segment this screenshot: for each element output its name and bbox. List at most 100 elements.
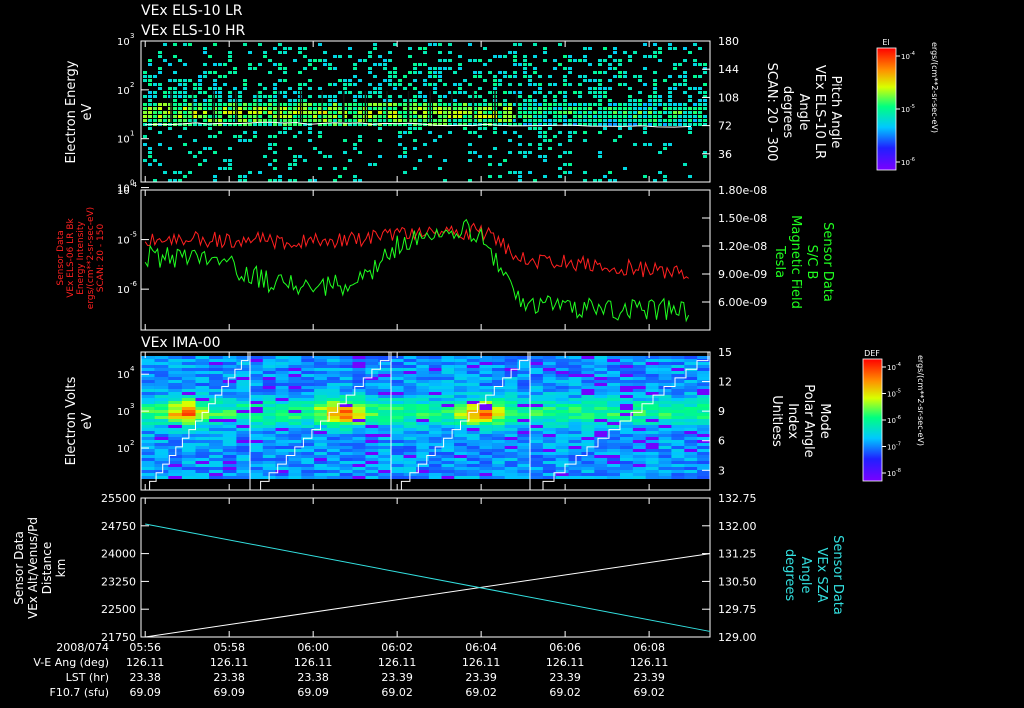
els-cell — [593, 123, 597, 126]
ima-cell — [466, 377, 480, 380]
ima-cell — [378, 473, 392, 476]
els-cell — [693, 87, 697, 90]
els-cell — [653, 87, 657, 90]
els-cell — [593, 103, 597, 106]
els-cell — [338, 115, 342, 118]
els-cell — [498, 123, 502, 126]
ima-cell — [236, 428, 251, 431]
ima-cell — [352, 368, 366, 371]
ima-cell — [594, 425, 608, 428]
ima-cell — [530, 410, 544, 413]
els-cell — [193, 95, 197, 98]
els-cell — [308, 63, 312, 66]
els-cell — [433, 67, 437, 70]
ima-cell — [658, 446, 672, 449]
els-cell — [278, 103, 282, 106]
els-cell — [333, 67, 337, 70]
ima-cell — [555, 383, 569, 386]
els-cell — [668, 123, 672, 126]
ima-cell — [492, 365, 505, 368]
els-cell — [468, 107, 472, 110]
ima-cell — [339, 470, 353, 473]
ima-cell — [568, 386, 582, 389]
els-cell — [428, 75, 432, 78]
els-cell — [688, 111, 692, 114]
ima-cell — [416, 374, 430, 377]
ima-cell — [378, 383, 392, 386]
ima-cell — [378, 395, 392, 398]
els-cell — [408, 55, 412, 58]
els-cell — [228, 123, 232, 126]
ima-cell — [607, 362, 621, 365]
els-cell — [253, 95, 257, 98]
ima-cell — [154, 398, 169, 401]
ima-cell — [620, 470, 634, 473]
ima-cell — [607, 449, 621, 452]
ima-cell — [479, 413, 493, 416]
els-cell — [188, 79, 192, 82]
ima-cell — [684, 407, 698, 410]
els-cell — [293, 159, 297, 162]
els-cell — [153, 103, 157, 106]
els-cell — [413, 79, 417, 82]
ima-cell — [479, 407, 493, 410]
els-cell — [473, 119, 477, 122]
ima-cell — [391, 377, 404, 380]
els-cell — [283, 91, 287, 94]
ima-cell — [262, 470, 276, 473]
els-cell — [343, 79, 347, 82]
els-cell — [518, 95, 522, 98]
ima-cell — [542, 467, 557, 470]
ima-cell — [697, 437, 711, 440]
ima-cell — [275, 371, 289, 374]
els-cell — [228, 95, 232, 98]
x-row-label: F10.7 (sfu) — [50, 686, 109, 699]
ima-cell — [236, 440, 251, 443]
ima-cell — [594, 461, 608, 464]
ima-cell — [301, 407, 315, 410]
els-cell — [203, 99, 207, 102]
els-cell — [378, 155, 382, 158]
ima-cell — [555, 455, 569, 458]
ima-cell — [632, 383, 647, 386]
els-cell — [643, 55, 647, 58]
els-cell — [403, 111, 407, 114]
ima-cell — [326, 362, 340, 365]
y2-tick-label: 6 — [718, 435, 725, 448]
ima-cell — [504, 437, 518, 440]
ima-cell — [181, 476, 196, 479]
els-cell — [368, 119, 372, 122]
ima-cell — [288, 470, 302, 473]
ima-cell — [555, 398, 569, 401]
els-cell — [298, 47, 302, 50]
els-cell — [518, 171, 522, 174]
els-cell — [408, 107, 412, 110]
ima-cell — [645, 413, 659, 416]
ima-cell — [632, 359, 647, 362]
ima-cell — [262, 434, 276, 437]
els-cell — [238, 111, 242, 114]
ima-cell — [391, 467, 404, 470]
ima-cell — [671, 392, 685, 395]
ima-cell — [517, 434, 531, 437]
ima-cell — [454, 392, 468, 395]
ima-cell — [542, 392, 557, 395]
ima-cell — [454, 443, 468, 446]
els-cell — [678, 111, 682, 114]
ima-cell — [250, 425, 264, 428]
els-cell — [528, 75, 532, 78]
ima-cell — [555, 359, 569, 362]
els-cell — [523, 59, 527, 62]
ima-cell — [671, 437, 685, 440]
ima-cell — [658, 443, 672, 446]
els-y2-label: VEx ELS-10 LR — [812, 65, 827, 159]
ima-cell — [314, 437, 328, 440]
els-cell — [633, 51, 637, 54]
els-cell — [508, 171, 512, 174]
els-cell — [243, 179, 247, 182]
els-cell — [618, 123, 622, 126]
els-cell — [478, 119, 482, 122]
x-row-value: 06:08 — [633, 641, 665, 654]
y-tick-label: 10 — [117, 444, 130, 455]
els-cell — [383, 107, 387, 110]
